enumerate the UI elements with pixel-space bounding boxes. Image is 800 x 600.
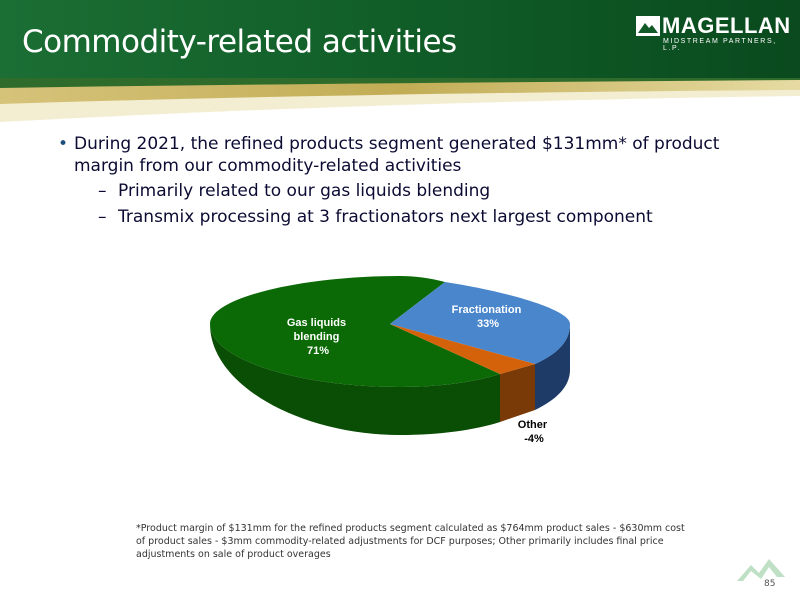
label-value: 71% [307, 345, 329, 357]
label-line: blending [294, 331, 340, 343]
label-line: Gas liquids [287, 317, 346, 329]
footnote: *Product margin of $131mm for the refine… [136, 523, 685, 560]
pie-side-other [500, 364, 535, 422]
label-line: Fractionation [452, 304, 522, 316]
page-number: 85 [764, 579, 776, 589]
page-title: Commodity-related activities [22, 24, 457, 60]
label-line: Other [518, 419, 548, 431]
pie-slice-gas-liquids [210, 276, 500, 387]
mountain-corner-icon [737, 559, 785, 581]
bullet-item: During 2021, the refined products segmen… [58, 133, 748, 177]
pie-slice-fractionation [390, 282, 570, 364]
bullet-list: During 2021, the refined products segmen… [58, 133, 748, 229]
sub-bullet-item: Primarily related to our gas liquids ble… [58, 179, 748, 203]
label-value: 33% [477, 318, 499, 330]
slice-label-gas-liquids: Gas liquids blending 71% [287, 317, 349, 357]
pie-slice-other [390, 324, 535, 374]
sub-bullet-item: Transmix processing at 3 fractionators n… [58, 205, 748, 229]
company-logo: MAGELLAN MIDSTREAM PARTNERS, L.P. [636, 13, 796, 54]
pie-side-fractionation [535, 324, 570, 410]
label-value: -4% [524, 433, 544, 445]
header-banner [0, 0, 800, 122]
logo-name: MAGELLAN [662, 13, 791, 38]
slice-label-fractionation: Fractionation 33% [452, 304, 525, 330]
mountain-logo-icon [636, 16, 660, 36]
slice-label-other: Other -4% [518, 419, 550, 445]
pie-side-gas-liquids [210, 324, 500, 435]
logo-tagline: MIDSTREAM PARTNERS, L.P. [663, 38, 777, 52]
pie-chart: Gas liquids blending 71% Fractionation 3… [210, 276, 570, 445]
